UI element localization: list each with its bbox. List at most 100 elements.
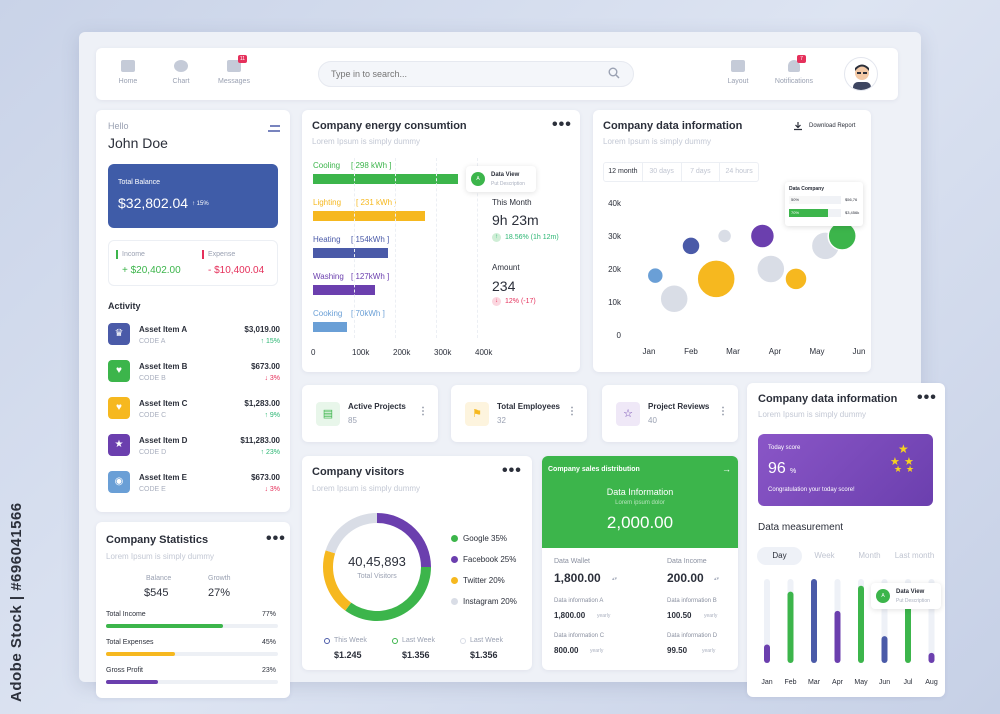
wallet-updown-icon: ▴▾: [612, 576, 618, 582]
energy-bar-value: [ 127kWh ]: [351, 272, 390, 281]
stats-title: Company Statistics: [106, 534, 209, 546]
today-score-card: Today score 96 % Congratulation your tod…: [758, 434, 933, 506]
measure-bar: [881, 636, 888, 663]
greeting: Hello: [108, 121, 129, 131]
sales-row-yearly: yearly: [590, 648, 604, 654]
more-vertical-icon[interactable]: ⋮: [718, 406, 728, 417]
tab-24-hours[interactable]: 24 hours: [725, 168, 753, 175]
bubble-x-tick: May: [809, 347, 824, 356]
nav-messages-label: Messages: [218, 78, 250, 85]
asset-item-row[interactable]: ♥ Asset Item C CODE C $1,283.00 ↑ 9%: [108, 395, 280, 425]
bubble-title: Company data information: [603, 120, 743, 132]
measure-x-tick: Mar: [807, 679, 821, 686]
asset-item-row[interactable]: ♥ Asset Item B CODE B $673.00 ↓ 3%: [108, 358, 280, 388]
energy-bar-label: Lighting: [313, 198, 342, 207]
stat-bar-fill: [106, 680, 158, 684]
total-visitors-label: Total Visitors: [357, 573, 397, 580]
energy-data-view-popup: A Data View Put Description: [466, 166, 536, 192]
legend-dot: [451, 577, 458, 584]
stat-bar-pct: 45%: [261, 639, 276, 646]
download-report-link[interactable]: Download Report: [809, 123, 856, 129]
measure-bar: [764, 644, 770, 663]
week-label: This Week: [334, 637, 367, 644]
small-card-star[interactable]: ☆ Project Reviews 40 ⋮: [602, 385, 738, 442]
asset-item-row[interactable]: ♛ Asset Item A CODE A $3,019.00 ↑ 15%: [108, 321, 280, 351]
bubble-x-tick: Feb: [684, 347, 698, 356]
sales-info-label: Data Information: [606, 487, 674, 497]
asset-value: $673.00: [251, 362, 280, 371]
income-label: Income: [122, 251, 145, 258]
avatar[interactable]: [844, 57, 878, 91]
rcard-more-icon[interactable]: •••: [917, 389, 937, 406]
sales-row-label-a: Data information C: [554, 633, 605, 639]
small-card-document[interactable]: ▤ Active Projects 85 ⋮: [302, 385, 438, 442]
tab-30-days[interactable]: 30 days: [643, 163, 682, 181]
stat-bar-pct: 23%: [261, 667, 276, 674]
tab-day[interactable]: Day: [757, 547, 802, 565]
stat-bar-fill: [106, 652, 175, 656]
bubble-point: [681, 236, 701, 256]
legend-row-2-value: $3,456k: [845, 210, 860, 215]
stats-growth-value: 27%: [208, 587, 231, 599]
svg-text:★: ★: [904, 456, 914, 468]
more-vertical-icon[interactable]: ⋮: [418, 406, 428, 417]
visitors-more-icon[interactable]: •••: [502, 462, 522, 479]
stat-bar-label: Gross Profit: [106, 667, 143, 674]
stats-balance-label: Balance: [146, 575, 172, 582]
legend-row-1-value: $56,76: [845, 197, 858, 202]
energy-more-icon[interactable]: •••: [552, 116, 572, 133]
tab-last-month[interactable]: Last month: [894, 551, 935, 560]
nav-notifications[interactable]: 7 Notifications: [770, 55, 818, 85]
asset-item-row[interactable]: ★ Asset Item D CODE D $11,283.00 ↑ 23%: [108, 432, 280, 462]
menu-icon[interactable]: [268, 124, 280, 133]
balance-value: $32,802.04: [118, 195, 189, 211]
sales-row-yearly: yearly: [597, 613, 611, 619]
more-vertical-icon[interactable]: ⋮: [567, 406, 577, 417]
nav-layout[interactable]: Layout: [716, 60, 760, 85]
tab-week[interactable]: Week: [814, 551, 835, 560]
nav-chart[interactable]: Chart: [159, 60, 203, 85]
income-data-label: Data Income: [667, 558, 707, 565]
this-month-value: 9h 23m: [492, 212, 539, 228]
tab-7-days[interactable]: 7 days: [682, 163, 721, 181]
nav-messages[interactable]: 11 Messages: [212, 55, 256, 85]
asset-code: CODE E: [139, 486, 166, 493]
measure-bar: [811, 579, 817, 663]
this-month-change: 18.56% (1h 12m): [505, 234, 559, 241]
tab-month[interactable]: Month: [858, 551, 881, 560]
rcard-title: Company data information: [758, 393, 898, 405]
sales-info-sub: Lorem ipsum dolor: [615, 500, 665, 506]
search-input[interactable]: [318, 61, 634, 87]
bubble-chart: 0 10k 20k 30k 40k Jan Feb Mar Apr May Jun: [608, 199, 865, 356]
energy-gridline: [354, 158, 355, 338]
balance-card[interactable]: Total Balance $32,802.04 ↑ 15%: [108, 164, 278, 228]
tab-12-month[interactable]: 12 month: [604, 163, 643, 181]
nav-home[interactable]: Home: [106, 60, 150, 85]
donut-slice: [377, 513, 431, 567]
asset-item-row[interactable]: ◉ Asset Item E CODE E $673.00 ↓ 3%: [108, 469, 280, 499]
search-icon[interactable]: [608, 67, 620, 79]
small-card-users[interactable]: ⚑ Total Employees 32 ⋮: [451, 385, 587, 442]
amount-change: 12% (-17): [505, 298, 536, 305]
up-arrow-icon: ↑: [492, 233, 501, 242]
income-expense-box: Income + $20,402.00 Expense - $10,400.04: [108, 240, 278, 286]
arrow-right-icon[interactable]: →: [722, 464, 731, 474]
expense-label: Expense: [208, 251, 236, 258]
bubble-point: [749, 223, 776, 249]
stats-subtitle: Lorem Ipsum is simply dummy: [106, 552, 215, 561]
donut-slice: [325, 513, 377, 554]
sales-row-value-a: 800.00: [554, 646, 579, 655]
score-message: Congratulation your today score!: [768, 487, 855, 493]
bubble-y-tick: 30k: [608, 232, 622, 241]
stats-more-icon[interactable]: •••: [266, 530, 286, 547]
nav-home-label: Home: [118, 78, 138, 85]
balance-label: Total Balance: [118, 179, 161, 186]
layout-icon: [731, 60, 745, 72]
asset-icon: ♛: [108, 323, 130, 345]
legend-row-1-pct: 50%: [789, 196, 821, 204]
week-dot-icon: [324, 638, 330, 644]
sales-row-label-b: Data information B: [667, 598, 717, 604]
sales-row-yearly: yearly: [702, 648, 716, 654]
activity-title: Activity: [108, 301, 141, 311]
download-icon[interactable]: [793, 121, 803, 131]
